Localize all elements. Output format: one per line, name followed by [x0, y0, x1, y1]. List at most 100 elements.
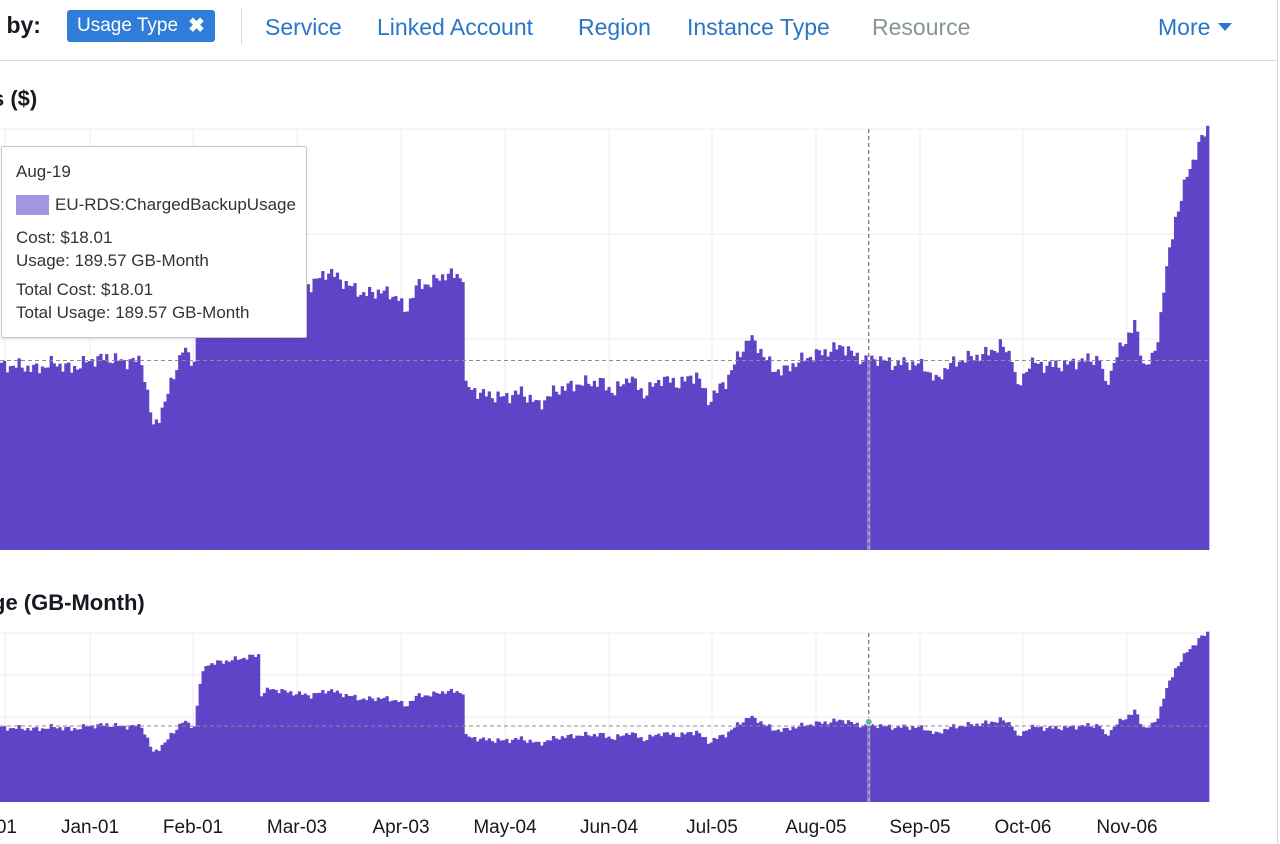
bar — [727, 731, 731, 802]
bar — [1200, 135, 1204, 550]
bar — [549, 740, 553, 802]
bar — [905, 726, 909, 802]
bar — [931, 380, 935, 550]
bar — [312, 693, 316, 802]
bar — [224, 660, 229, 802]
bar — [17, 725, 21, 802]
close-icon[interactable]: ✖ — [188, 15, 205, 37]
bar — [1197, 638, 1201, 802]
bar — [814, 721, 819, 802]
bar — [43, 728, 48, 802]
bar — [884, 360, 889, 550]
bar — [589, 736, 594, 802]
bar — [335, 690, 340, 802]
bar — [487, 738, 491, 802]
bar — [537, 400, 541, 550]
bar — [37, 731, 42, 802]
bar — [116, 360, 121, 550]
bar — [280, 688, 284, 802]
bar — [1173, 668, 1178, 802]
bar — [277, 278, 281, 550]
bar — [414, 695, 418, 802]
bar — [1080, 725, 1084, 802]
bar — [183, 347, 188, 550]
bar — [916, 727, 921, 802]
bar — [26, 365, 30, 550]
bar — [1045, 365, 1049, 550]
bar — [861, 726, 865, 802]
bar — [616, 734, 620, 802]
group-option-instance-type[interactable]: Instance Type — [687, 14, 830, 40]
bar — [58, 727, 62, 802]
bar — [1133, 319, 1137, 550]
bar — [332, 276, 337, 550]
x-tick-label: Oct-06 — [994, 817, 1051, 838]
bar — [648, 382, 652, 550]
usage-chart-title: ge (GB-Month) — [0, 590, 145, 615]
bar — [808, 356, 813, 550]
bar — [493, 402, 497, 550]
bar — [1127, 332, 1131, 550]
bar — [1173, 216, 1178, 550]
group-option-service[interactable]: Service — [265, 14, 342, 40]
bar — [1135, 331, 1140, 550]
bar — [718, 383, 722, 550]
bar — [1007, 350, 1011, 550]
bar — [329, 689, 334, 802]
bar — [934, 374, 938, 550]
bar — [695, 372, 699, 550]
bar — [388, 701, 392, 802]
bar — [128, 359, 132, 550]
bar — [899, 365, 903, 550]
bar — [17, 358, 21, 550]
bar — [426, 284, 430, 550]
tooltip-date: Aug-19 — [16, 162, 71, 181]
bar — [569, 380, 573, 550]
bar — [467, 386, 471, 550]
bar — [513, 390, 518, 550]
x-tick-label: Jun-04 — [580, 817, 639, 838]
bar — [2, 360, 7, 550]
bar — [388, 299, 392, 550]
bar — [943, 728, 947, 802]
bar — [616, 381, 620, 550]
bar — [160, 744, 164, 802]
bar — [277, 693, 281, 802]
bar — [849, 721, 854, 802]
bar — [1168, 247, 1172, 550]
bar — [1197, 141, 1201, 551]
bar — [186, 352, 191, 550]
bar — [186, 722, 191, 802]
bar — [373, 298, 378, 550]
bar — [70, 372, 74, 550]
bar — [1150, 352, 1154, 550]
bar — [665, 732, 670, 802]
bar — [674, 736, 678, 802]
bar — [210, 204, 214, 550]
group-option-linked-account[interactable]: Linked Account — [377, 14, 534, 40]
bar — [99, 353, 103, 550]
bar — [271, 268, 275, 550]
bar — [58, 363, 62, 550]
group-option-region[interactable]: Region — [578, 14, 651, 40]
bar — [125, 729, 129, 802]
bar — [221, 205, 226, 550]
bar — [1144, 364, 1149, 550]
bar — [575, 735, 579, 802]
more-dropdown[interactable]: More — [1158, 14, 1233, 41]
bar — [365, 296, 369, 550]
bar — [639, 388, 643, 550]
bar — [309, 292, 313, 550]
bar — [779, 375, 783, 550]
bar — [747, 717, 751, 802]
bar — [838, 345, 842, 550]
usage-type-chip[interactable]: Usage Type ✖ — [67, 10, 215, 42]
bar — [84, 726, 88, 802]
bar — [589, 386, 594, 550]
bar — [940, 733, 944, 802]
bar — [163, 401, 167, 550]
bar — [992, 722, 997, 802]
bar — [329, 268, 334, 550]
bar — [902, 724, 906, 802]
bar — [665, 376, 670, 550]
